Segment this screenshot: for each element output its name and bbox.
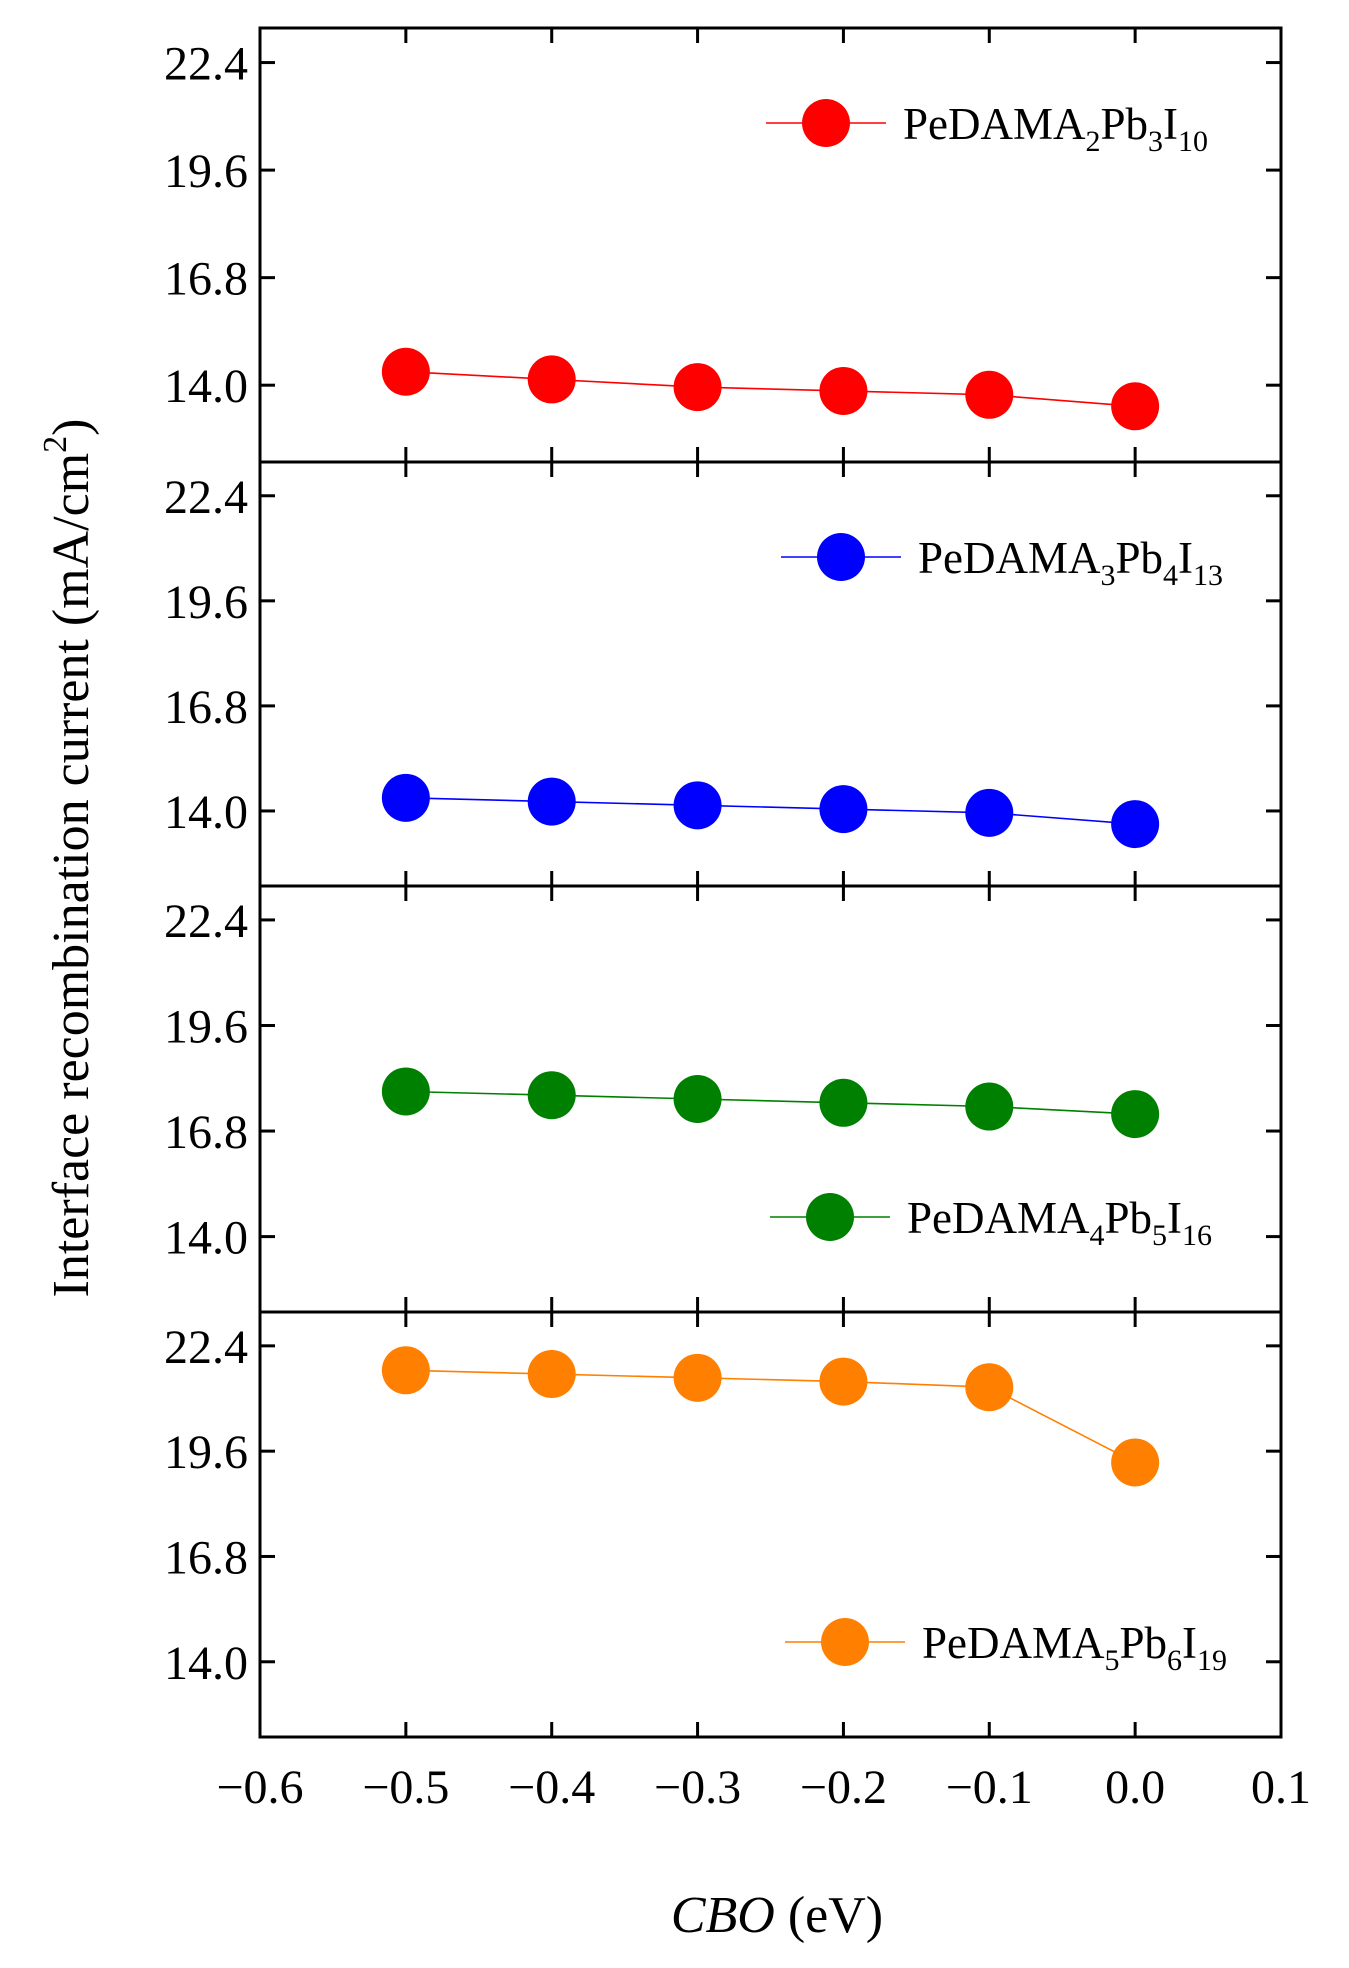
panel-4: 14.0 16.8 19.6 22.4 PeDAMA5Pb6I19 xyxy=(164,1310,1283,1739)
data-point xyxy=(1111,1438,1160,1487)
y-tick-label: 22.4 xyxy=(164,38,248,91)
legend-label-text: I xyxy=(1178,533,1193,583)
panel-3: 14.0 16.8 19.6 22.4 PeDAMA4Pb5I16 xyxy=(164,884,1283,1314)
y-tick-label: 16.8 xyxy=(164,253,248,306)
legend-label-subscript: 2 xyxy=(1086,125,1101,158)
data-point xyxy=(965,1363,1014,1412)
data-point xyxy=(965,1082,1014,1131)
y-tick-label: 14.0 xyxy=(164,1212,248,1265)
panel-frame xyxy=(258,1310,1283,1739)
data-point xyxy=(527,1350,576,1399)
y-tick-label: 19.6 xyxy=(164,145,248,198)
x-tick-label: −0.6 xyxy=(216,1761,303,1814)
data-point xyxy=(527,355,576,404)
data-point xyxy=(381,773,430,822)
y-tick-label: 14.0 xyxy=(164,1637,248,1690)
legend-label-subscript: 3 xyxy=(1148,125,1163,158)
legend-label-text: Pb xyxy=(1120,1618,1168,1668)
legend-label-subscript: 16 xyxy=(1182,1219,1212,1252)
data-point xyxy=(819,785,868,834)
legend-marker xyxy=(821,1618,869,1666)
data-point xyxy=(527,1071,576,1120)
y-tick-label: 16.8 xyxy=(164,681,248,734)
legend-marker xyxy=(802,99,850,147)
panel-1: 14.0 16.8 19.6 22.4 PeDAMA2Pb3I10 xyxy=(164,26,1283,464)
y-tick-label: 22.4 xyxy=(164,895,248,948)
legend-label-text: Pb xyxy=(1105,1193,1153,1243)
data-point xyxy=(819,1357,868,1406)
y-axis-label: Interface recombination current (mA/cm2) xyxy=(37,419,100,1298)
legend-label-subscript: 5 xyxy=(1105,1644,1120,1677)
y-tick-label: 22.4 xyxy=(164,471,248,524)
x-tick-label: 0.1 xyxy=(1251,1761,1311,1814)
legend-label-text: I xyxy=(1182,1618,1197,1668)
x-tick-label: −0.4 xyxy=(508,1761,595,1814)
legend-label-text: I xyxy=(1167,1193,1182,1243)
legend-marker xyxy=(806,1193,854,1241)
x-tick-label: 0.0 xyxy=(1105,1761,1165,1814)
legend: PeDAMA2Pb3I10 xyxy=(766,99,1208,158)
x-axis: −0.6 −0.5 −0.4 −0.3 −0.2 −0.1 0.0 0.1 xyxy=(216,1761,1311,1814)
legend-label: PeDAMA4Pb5I16 xyxy=(907,1193,1212,1252)
legend-label-subscript: 5 xyxy=(1152,1219,1167,1252)
data-point xyxy=(527,777,576,826)
legend-label-text: PeDAMA xyxy=(922,1618,1105,1668)
y-tick-label: 19.6 xyxy=(164,1000,248,1053)
y-tick-label: 22.4 xyxy=(164,1321,248,1374)
data-point xyxy=(1111,382,1160,431)
data-point xyxy=(381,1067,430,1116)
legend-label: PeDAMA5Pb6I19 xyxy=(922,1618,1227,1677)
data-point xyxy=(381,347,430,396)
x-tick-label: −0.1 xyxy=(946,1761,1033,1814)
legend: PeDAMA3Pb4I13 xyxy=(781,533,1223,592)
legend-label-subscript: 3 xyxy=(1101,559,1116,592)
legend-label-subscript: 10 xyxy=(1178,125,1208,158)
data-point xyxy=(1111,1090,1160,1139)
y-tick-label: 14.0 xyxy=(164,786,248,839)
legend-marker xyxy=(817,533,865,581)
data-point xyxy=(673,363,722,412)
legend-label-subscript: 6 xyxy=(1167,1644,1182,1677)
panel-2: 14.0 16.8 19.6 22.4 PeDAMA3Pb4I13 xyxy=(164,460,1283,888)
legend: PeDAMA5Pb6I19 xyxy=(785,1618,1227,1677)
series-line xyxy=(405,1090,1136,1115)
y-tick-label: 16.8 xyxy=(164,1531,248,1584)
legend-label-text: I xyxy=(1163,99,1178,149)
legend-label-subscript: 13 xyxy=(1193,559,1223,592)
data-point xyxy=(819,366,868,415)
y-tick-label: 14.0 xyxy=(164,360,248,413)
data-point xyxy=(965,370,1014,419)
y-tick-label: 16.8 xyxy=(164,1106,248,1159)
data-point xyxy=(819,1078,868,1127)
y-tick-label: 19.6 xyxy=(164,1426,248,1479)
legend-label: PeDAMA3Pb4I13 xyxy=(918,533,1223,592)
data-point xyxy=(673,1075,722,1123)
data-point xyxy=(965,788,1014,837)
legend-label: PeDAMA2Pb3I10 xyxy=(903,99,1208,158)
legend-label-text: Pb xyxy=(1116,533,1164,583)
series-line xyxy=(405,797,1136,825)
x-tick-label: −0.5 xyxy=(362,1761,449,1814)
series-line xyxy=(405,1369,1136,1464)
legend: PeDAMA4Pb5I16 xyxy=(770,1193,1212,1252)
series-line xyxy=(405,370,1136,408)
legend-label-subscript: 4 xyxy=(1090,1219,1105,1252)
panels: 14.016.819.622.4PeDAMA2Pb3I1014.016.819.… xyxy=(164,26,1283,1739)
legend-label-subscript: 19 xyxy=(1197,1644,1227,1677)
x-tick-label: −0.3 xyxy=(654,1761,741,1814)
legend-label-text: PeDAMA xyxy=(903,99,1086,149)
legend-label-text: Pb xyxy=(1101,99,1149,149)
x-tick-label: −0.2 xyxy=(800,1761,887,1814)
y-tick-label: 19.6 xyxy=(164,576,248,629)
data-point xyxy=(381,1346,430,1395)
legend-label-text: PeDAMA xyxy=(918,533,1101,583)
data-point xyxy=(673,1353,722,1402)
data-point xyxy=(673,781,722,830)
x-axis-label: CBO (eV) xyxy=(671,1887,883,1944)
data-point xyxy=(1111,800,1160,849)
legend-label-text: PeDAMA xyxy=(907,1193,1090,1243)
legend-label-subscript: 4 xyxy=(1163,559,1178,592)
